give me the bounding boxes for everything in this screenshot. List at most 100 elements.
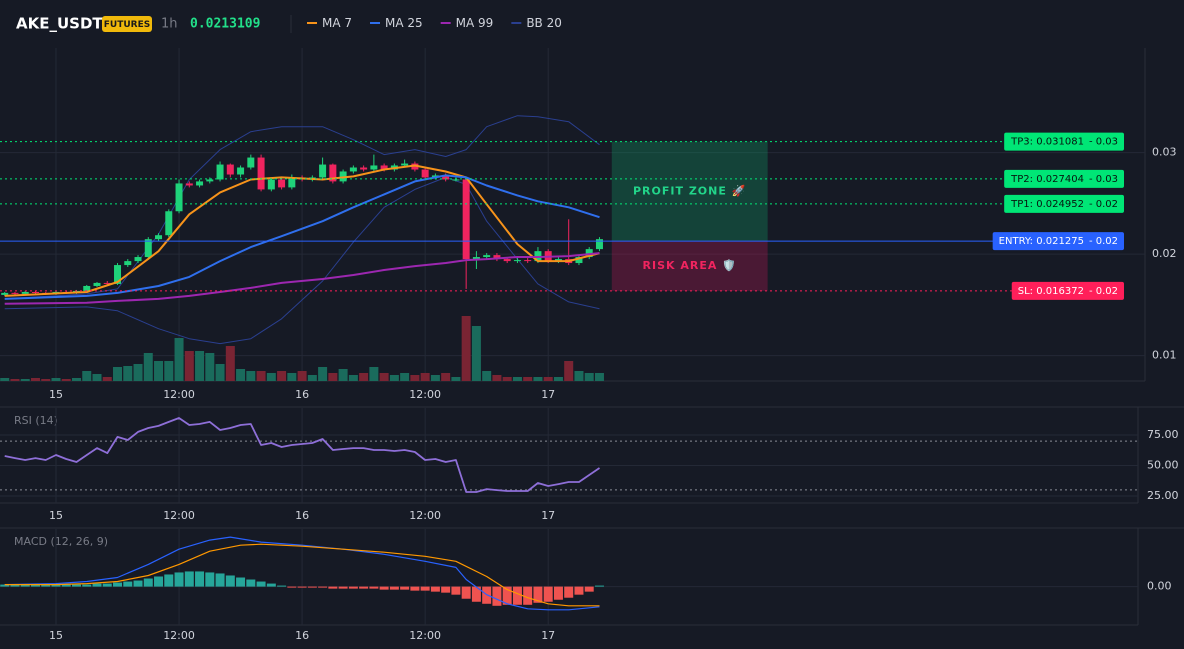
x-tick-label: 12:00 bbox=[163, 509, 195, 522]
volume-bar bbox=[389, 375, 399, 381]
x-tick-label: 12:00 bbox=[409, 388, 441, 401]
level-badge: TP1: 0.024952 - 0.02 bbox=[1004, 194, 1124, 213]
volume-bar bbox=[564, 361, 574, 381]
candle-body bbox=[103, 282, 111, 284]
macd-histogram bbox=[41, 584, 51, 587]
macd-histogram bbox=[277, 585, 287, 587]
candle-body bbox=[442, 175, 450, 180]
ma-line bbox=[4, 174, 600, 300]
macd-histogram bbox=[359, 586, 369, 589]
macd-histogram bbox=[502, 586, 512, 605]
symbol: AKE_USDT bbox=[16, 15, 103, 33]
macd-histogram bbox=[20, 584, 30, 587]
candle-body bbox=[1, 292, 9, 295]
ma-line bbox=[4, 164, 600, 297]
volume-bar bbox=[400, 373, 410, 381]
volume-bar bbox=[461, 316, 471, 381]
macd-histogram bbox=[461, 586, 471, 599]
candle-body bbox=[267, 179, 275, 190]
candle-body bbox=[124, 261, 132, 266]
volume-bar bbox=[502, 377, 512, 381]
volume-bar bbox=[123, 366, 133, 381]
volume-bar bbox=[482, 371, 492, 381]
macd-histogram bbox=[543, 586, 553, 602]
panel-title: MACD (12, 26, 9) bbox=[14, 535, 108, 548]
macd-histogram bbox=[523, 586, 533, 605]
level-axis-price: - 0.03 bbox=[1089, 137, 1118, 148]
candle-body bbox=[370, 165, 378, 170]
volume-bar bbox=[41, 379, 51, 381]
candle-body bbox=[175, 183, 183, 212]
volume-bar bbox=[318, 367, 328, 381]
macd-histogram bbox=[71, 584, 81, 587]
level-badge-bg bbox=[1011, 281, 1124, 300]
candle-body bbox=[257, 157, 265, 190]
macd-histogram bbox=[164, 574, 174, 587]
volume-bar bbox=[113, 367, 123, 381]
macd-histogram bbox=[133, 580, 143, 587]
volume-bar bbox=[451, 377, 461, 381]
legend-label: MA 99 bbox=[456, 16, 494, 30]
volume-bar bbox=[102, 377, 112, 381]
volume-bar bbox=[10, 379, 20, 381]
candle-body bbox=[11, 292, 19, 294]
macd-histogram bbox=[441, 586, 451, 593]
candle-body bbox=[134, 257, 142, 262]
volume-bar bbox=[533, 377, 543, 381]
macd-histogram bbox=[420, 586, 430, 591]
macd-histogram bbox=[318, 586, 328, 588]
volume-bar bbox=[143, 353, 153, 381]
level-badge: SL: 0.016372 - 0.02 bbox=[1011, 281, 1124, 300]
macd-histogram bbox=[369, 586, 379, 589]
level-badge-bg bbox=[992, 232, 1124, 251]
volume-bar bbox=[82, 371, 92, 381]
candle-body bbox=[278, 179, 286, 188]
candle-body bbox=[165, 211, 173, 236]
macd-histogram bbox=[410, 586, 420, 591]
macd-histogram bbox=[225, 575, 235, 587]
volume-bar bbox=[543, 377, 553, 381]
x-tick-label: 15 bbox=[49, 388, 63, 401]
candle-body bbox=[226, 164, 234, 175]
candle-body bbox=[585, 249, 593, 258]
macd-histogram bbox=[512, 586, 522, 605]
macd-histogram bbox=[348, 586, 358, 589]
candle-body bbox=[411, 163, 419, 170]
candle-body bbox=[503, 259, 511, 262]
volume-bar bbox=[164, 361, 174, 381]
last-price: 0.0213109 bbox=[190, 17, 260, 32]
macd-histogram bbox=[266, 583, 276, 587]
level-label: TP3: 0.031081 - 0.03 bbox=[1010, 137, 1118, 148]
macd-histogram bbox=[379, 586, 389, 590]
level-price: ENTRY: 0.021275 bbox=[999, 236, 1084, 247]
candle-body bbox=[421, 169, 429, 178]
candle-body bbox=[349, 167, 357, 172]
volume-bar bbox=[441, 373, 451, 381]
candle-body bbox=[288, 177, 296, 188]
macd-histogram bbox=[51, 584, 61, 587]
macd-histogram bbox=[61, 584, 71, 587]
macd-histogram bbox=[256, 581, 266, 587]
macd-histogram bbox=[564, 586, 574, 598]
macd-histogram bbox=[205, 572, 215, 587]
macd-histogram bbox=[10, 584, 20, 587]
level-axis-price: - 0.02 bbox=[1089, 199, 1118, 210]
candle-body bbox=[196, 181, 204, 186]
candle-body bbox=[380, 165, 388, 170]
macd-histogram bbox=[328, 586, 338, 589]
volume-bar bbox=[512, 377, 522, 381]
level-label: TP1: 0.024952 - 0.02 bbox=[1010, 199, 1118, 210]
x-tick-label: 17 bbox=[541, 388, 555, 401]
volume-bar bbox=[266, 373, 276, 381]
volume-bar bbox=[256, 371, 266, 381]
volume-bar bbox=[523, 377, 533, 381]
volume-bar bbox=[154, 361, 164, 381]
level-badge: TP2: 0.027404 - 0.03 bbox=[1004, 169, 1124, 188]
x-tick-label: 12:00 bbox=[163, 629, 195, 642]
volume-bar bbox=[205, 353, 215, 381]
volume-bar bbox=[369, 367, 379, 381]
legend-label: MA 7 bbox=[322, 16, 352, 30]
volume-bar bbox=[195, 351, 205, 381]
